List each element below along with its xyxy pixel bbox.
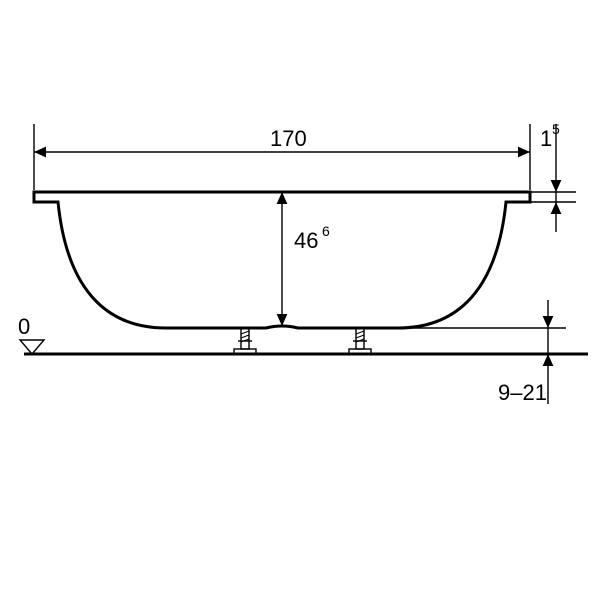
dim-height-label: 46 bbox=[294, 228, 318, 253]
dim-height-sup: 6 bbox=[322, 223, 330, 239]
dim-rim-sup: 5 bbox=[552, 121, 560, 137]
datum-triangle-icon bbox=[20, 340, 44, 354]
dim-foot-gap-label: 9–21 bbox=[498, 380, 547, 405]
technical-drawing: 0 170 466 15 9–21 bbox=[0, 0, 600, 600]
dim-width-label: 170 bbox=[270, 126, 307, 151]
dim-rim-label: 1 bbox=[540, 126, 552, 151]
datum-zero-label: 0 bbox=[18, 314, 30, 339]
